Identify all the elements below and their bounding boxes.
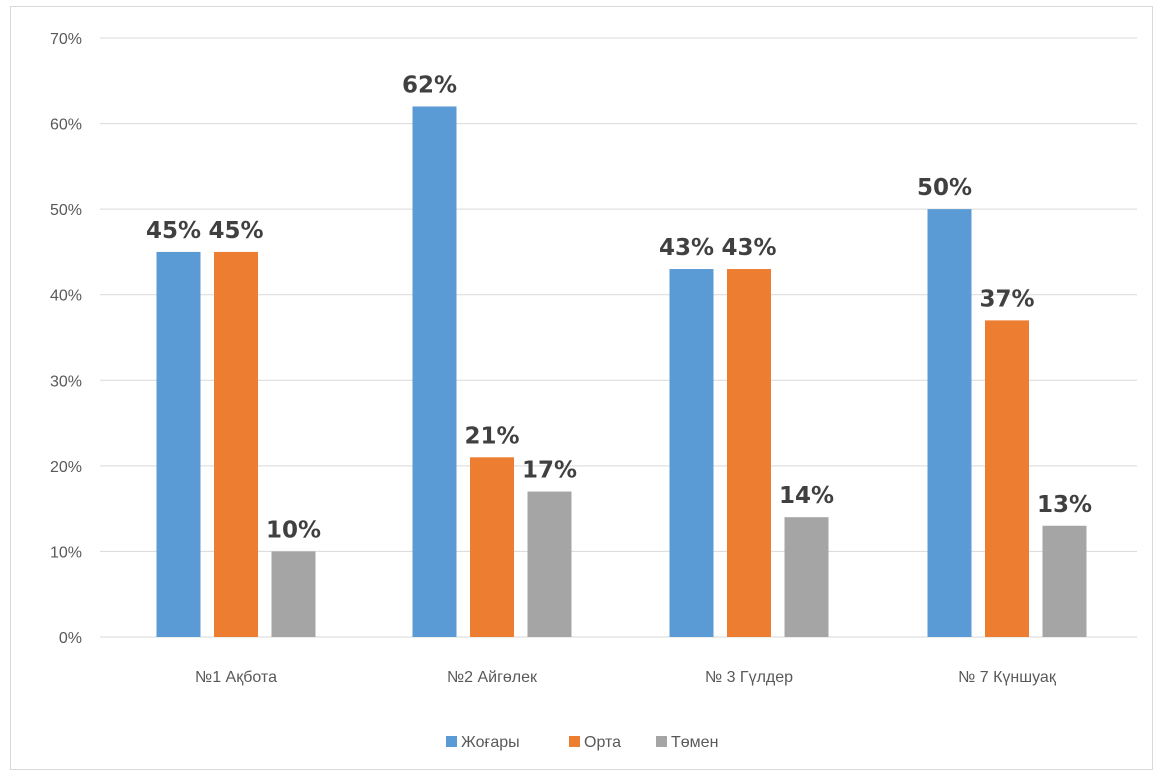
bar-2-2	[470, 457, 514, 637]
data-label: 37%	[979, 286, 1034, 312]
bar-3-2	[527, 491, 572, 637]
y-tick-label: 10%	[50, 544, 82, 561]
bar-2-4	[985, 320, 1029, 637]
data-label: 45%	[146, 218, 201, 244]
legend-swatch	[446, 736, 457, 747]
bar-3-3	[784, 517, 829, 637]
bar-1-1	[156, 251, 201, 637]
data-label: 45%	[208, 218, 263, 244]
data-label: 21%	[464, 423, 519, 449]
x-axis-ticks: №1 Ақбота №2 Айгөлек № 3 Гүлдер № 7 Күншуақ	[195, 669, 1057, 686]
bar-1-4	[927, 209, 972, 637]
bar-3-1	[271, 551, 316, 637]
data-label: 14%	[779, 483, 834, 509]
y-tick-label: 70%	[50, 31, 82, 48]
y-tick-label: 0%	[59, 630, 82, 647]
x-tick-label: № 7 Күншуақ	[958, 669, 1057, 686]
y-tick-label: 20%	[50, 459, 82, 476]
x-tick-label: №2 Айгөлек	[447, 669, 538, 686]
y-tick-label: 50%	[50, 202, 82, 219]
legend: Жоғары Орта Төмен	[446, 734, 718, 751]
legend-label: Орта	[584, 734, 621, 751]
data-label: 50%	[917, 175, 972, 201]
legend-swatch	[656, 736, 667, 747]
data-label: 10%	[266, 517, 321, 543]
y-tick-label: 40%	[50, 288, 82, 305]
data-label: 13%	[1037, 492, 1092, 518]
data-label: 62%	[402, 72, 457, 98]
y-axis-ticks: 0% 10% 20% 30% 40% 50% 60% 70%	[50, 31, 82, 647]
data-label: 17%	[522, 458, 577, 484]
bar-3-4	[1042, 525, 1087, 637]
y-tick-label: 30%	[50, 373, 82, 390]
bar-2-3	[727, 269, 771, 637]
x-tick-label: № 3 Гүлдер	[705, 669, 793, 686]
bar-1-2	[412, 106, 457, 637]
x-tick-label: №1 Ақбота	[195, 669, 277, 686]
data-labels: 45% 62% 43% 50% 45% 21% 43% 37% 10% 17% 14% 13%	[146, 72, 1092, 543]
legend-label: Төмен	[671, 734, 718, 751]
legend-label: Жоғары	[461, 734, 520, 751]
legend-swatch	[569, 736, 580, 747]
data-label: 43%	[721, 235, 776, 261]
y-tick-label: 60%	[50, 117, 82, 134]
data-label: 43%	[659, 235, 714, 261]
bar-1-3	[669, 269, 714, 637]
bars	[156, 106, 1087, 637]
bar-2-1	[214, 251, 258, 637]
